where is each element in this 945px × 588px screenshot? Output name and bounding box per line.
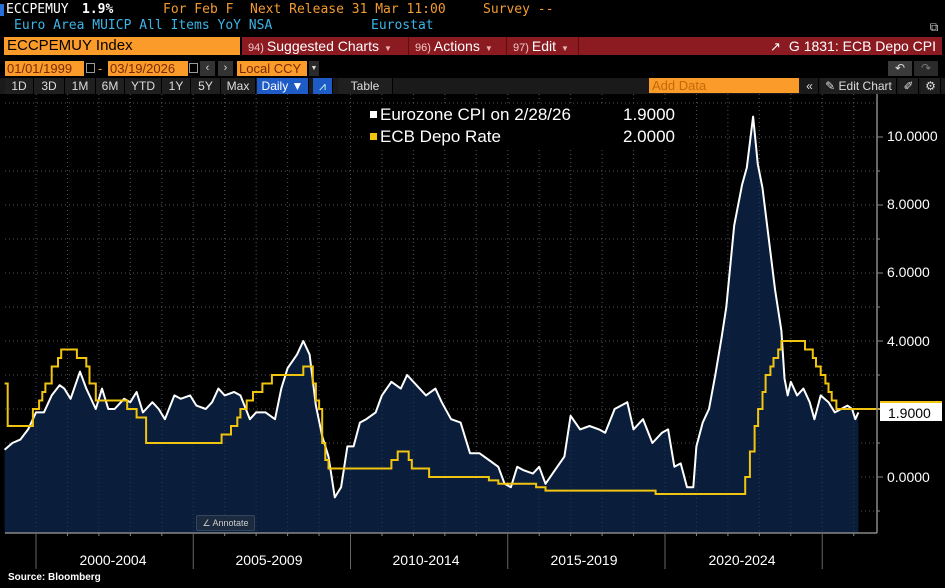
last-value: 1.9%: [82, 2, 114, 17]
caret-down-icon: ▼: [561, 44, 569, 53]
edit-button[interactable]: 97) Edit ▼: [507, 37, 579, 55]
period-1y-button[interactable]: 1Y: [162, 78, 191, 94]
header-accent-bar: [0, 4, 4, 16]
button-label: Suggested Charts: [266, 38, 379, 54]
last-value-marker: 1.9000: [880, 401, 942, 421]
chart-title-button[interactable]: ↗ G 1831: ECB Depo CPI: [770, 37, 936, 55]
external-link-icon: ↗: [770, 39, 781, 54]
cpi-area-fill: [4, 116, 859, 533]
menu-number: 97): [513, 42, 529, 54]
legend-label-depo: ECB Depo Rate: [380, 127, 501, 146]
x-tick-label: 2010-2014: [392, 552, 460, 568]
period-5y-button[interactable]: 5Y: [191, 78, 221, 94]
legend-value-cpi: 1.9000: [623, 105, 675, 124]
currency-dropdown-icon[interactable]: ▼: [309, 61, 319, 76]
period-6m-button[interactable]: 6M: [96, 78, 125, 94]
period-3d-button[interactable]: 3D: [34, 78, 65, 94]
annotate-label: Annotate: [212, 518, 249, 528]
command-bar: ECCPEMUY Index 94) Suggested Charts ▼ 96) A…: [0, 36, 945, 56]
chart-title: G 1831: ECB Depo CPI: [788, 38, 936, 54]
button-label: Actions: [433, 38, 480, 54]
legend-label-cpi: Eurozone CPI on 2/28/26: [380, 105, 571, 124]
x-tick-label: 2005-2009: [235, 552, 303, 568]
period-toolbar: 1D 3D 1M 6M YTD 1Y 5Y Max Daily ▼ ⩘ Tabl…: [0, 78, 945, 94]
menu-number: 96): [415, 42, 431, 54]
add-data-input[interactable]: Add Data: [649, 78, 799, 93]
previous-period-button[interactable]: ‹: [200, 61, 215, 76]
period-1d-button[interactable]: 1D: [5, 78, 34, 94]
date-separator: -: [98, 61, 103, 76]
legend-swatch-depo: [370, 133, 377, 140]
button-label: Edit: [531, 38, 557, 54]
next-release-label: Next Release 31 Mar 11:00: [250, 2, 446, 17]
x-tick-label: 2015-2019: [550, 552, 618, 568]
period-ytd-button[interactable]: YTD: [125, 78, 162, 94]
legend-value-depo: 2.0000: [623, 127, 675, 146]
calendar-icon[interactable]: [86, 63, 95, 73]
period-max-button[interactable]: Max: [221, 78, 256, 94]
collapse-icon[interactable]: «: [801, 78, 819, 94]
edit-chart-button[interactable]: ✎ Edit Chart: [821, 78, 897, 94]
plot-area: [3, 94, 880, 533]
calendar-icon[interactable]: [189, 63, 198, 73]
chart-legend: Eurozone CPI on 2/28/26 1.9000 ECB Depo …: [364, 104, 689, 150]
edit-chart-label: Edit Chart: [838, 79, 892, 93]
caret-down-icon: ▼: [383, 44, 392, 53]
description-line: Euro Area MUICP All Items YoY NSA Eurost…: [0, 18, 945, 34]
currency-select[interactable]: Local CCY: [237, 61, 307, 76]
end-date-input[interactable]: 03/19/2026: [108, 61, 188, 76]
action-toolbar: 94) Suggested Charts ▼ 96) Actions ▼ 97) Edit…: [242, 37, 942, 55]
y-tick-label: 0.0000: [887, 469, 930, 485]
y-tick-label: 4.0000: [887, 333, 930, 349]
next-period-button[interactable]: ›: [218, 61, 233, 76]
period-1m-button[interactable]: 1M: [65, 78, 96, 94]
menu-number: 94): [248, 42, 264, 54]
security-description: Euro Area MUICP All Items YoY NSA: [14, 18, 273, 33]
settings-gear-icon[interactable]: ⚙: [921, 78, 941, 94]
legend-swatch-cpi: [370, 111, 377, 118]
legend-item-cpi[interactable]: Eurozone CPI on 2/28/26 1.9000: [370, 104, 683, 126]
frequency-select[interactable]: Daily ▼: [257, 78, 309, 94]
chart-canvas: [3, 94, 883, 569]
undo-icon[interactable]: ↶: [888, 61, 912, 76]
popout-icon[interactable]: ⧉: [929, 20, 939, 34]
y-tick-label: 6.0000: [887, 264, 930, 280]
security-input[interactable]: ECCPEMUY Index: [4, 37, 240, 55]
security-header: ECCPEMUY 1.9% For Feb F Next Release 31 …: [0, 2, 945, 18]
pencil-icon: ∠: [202, 518, 211, 528]
cpi-line: [3, 115, 860, 499]
period-label: For Feb F: [163, 2, 234, 17]
caret-down-icon: ▼: [484, 44, 493, 53]
date-range-bar: 01/01/1999 - 03/19/2026 ‹ › Local CCY ▼ …: [0, 61, 945, 77]
table-button[interactable]: Table: [338, 78, 393, 94]
x-tick-label: 2020-2024: [708, 552, 776, 568]
data-source: Eurostat: [371, 18, 434, 33]
x-tick-label: 2000-2004: [79, 552, 147, 568]
y-tick-label: 10.0000: [887, 128, 938, 144]
redo-icon[interactable]: ↷: [914, 61, 938, 76]
start-date-input[interactable]: 01/01/1999: [5, 61, 84, 76]
depo-rate-line: [4, 340, 860, 495]
annotate-button[interactable]: ∠ Annotate: [196, 515, 255, 531]
source-footnote: Source: Bloomberg: [8, 572, 101, 583]
pencil-icon: ✎: [825, 79, 836, 93]
actions-button[interactable]: 96) Actions ▼: [409, 37, 507, 55]
suggested-charts-button[interactable]: 94) Suggested Charts ▼: [242, 37, 409, 55]
line-chart-icon[interactable]: ⩘: [313, 78, 333, 94]
axes: [5, 94, 883, 569]
survey-label: Survey --: [483, 2, 554, 17]
y-tick-label: 8.0000: [887, 196, 930, 212]
ticker-label: ECCPEMUY: [6, 2, 69, 17]
annotation-tools-icon[interactable]: ✐: [899, 78, 919, 94]
legend-item-depo[interactable]: ECB Depo Rate 2.0000: [370, 126, 683, 148]
